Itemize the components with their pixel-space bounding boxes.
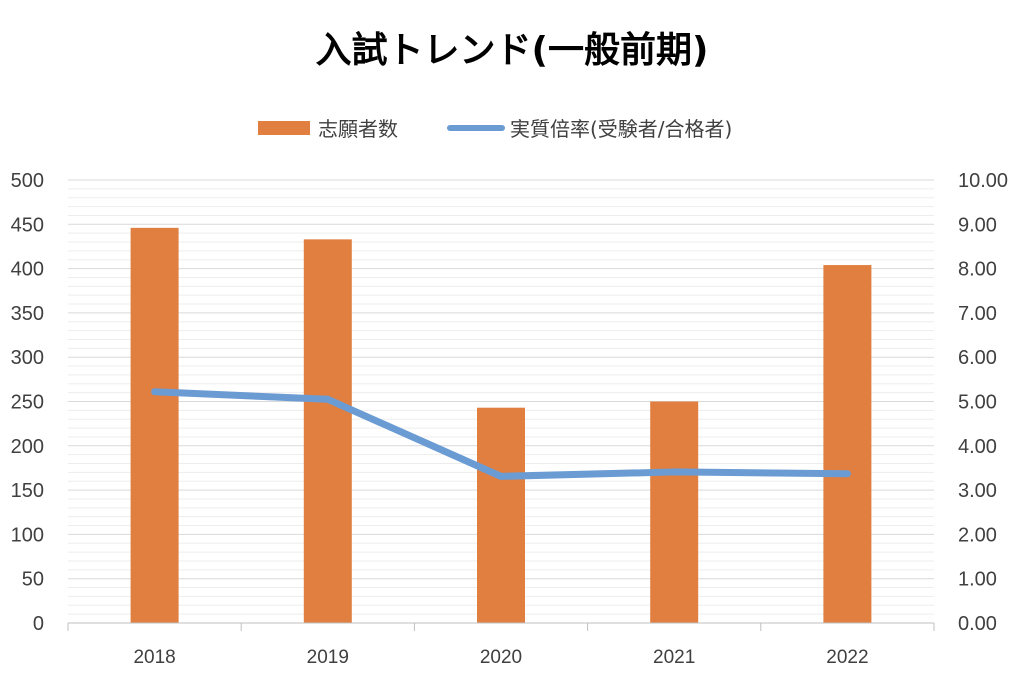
y-right-tick-label: 7.00 <box>958 303 997 325</box>
axes <box>67 622 935 631</box>
bars <box>130 227 872 623</box>
y-right-tick-label: 4.00 <box>958 436 997 458</box>
ratio-line-layer <box>151 388 851 480</box>
y-axis-left-ticks: 0 50 100 150 200 250 300 350 400 450 500 <box>11 170 44 635</box>
y-right-tick-label: 3.00 <box>958 480 997 502</box>
y-left-tick-label: 400 <box>11 259 44 281</box>
y-left-tick-label: 50 <box>22 569 44 591</box>
y-left-tick-label: 200 <box>11 436 44 458</box>
bar-2019 <box>303 239 352 623</box>
x-tick-label: 2019 <box>307 647 349 668</box>
bar-2022 <box>823 265 872 623</box>
y-right-tick-label: 9.00 <box>958 214 997 236</box>
y-right-tick-label: 1.00 <box>958 569 997 591</box>
bar-2021 <box>650 401 699 623</box>
y-left-tick-label: 0 <box>33 613 44 635</box>
chart-title: 入試トレンド(一般前期) <box>316 30 709 71</box>
x-tick-label: 2020 <box>480 647 522 668</box>
legend-swatch-bar <box>258 121 310 135</box>
bar-2018 <box>130 227 179 623</box>
y-left-tick-label: 100 <box>11 524 44 546</box>
y-left-tick-label: 500 <box>11 170 44 192</box>
legend-label-applicants: 志願者数 <box>318 117 398 141</box>
x-axis-ticks: 2018 2019 2020 2021 2022 <box>133 647 868 668</box>
y-right-tick-label: 5.00 <box>958 392 997 414</box>
y-left-tick-label: 350 <box>11 303 44 325</box>
x-tick-label: 2018 <box>133 647 175 668</box>
y-right-tick-label: 6.00 <box>958 347 997 369</box>
y-left-tick-label: 250 <box>11 392 44 414</box>
y-left-tick-label: 450 <box>11 214 44 236</box>
y-left-tick-label: 150 <box>11 480 44 502</box>
y-left-tick-label: 300 <box>11 347 44 369</box>
legend: 志願者数 実質倍率(受験者/合格者) <box>258 117 732 141</box>
legend-label-ratio: 実質倍率(受験者/合格者) <box>510 117 732 141</box>
y-right-tick-label: 0.00 <box>958 613 997 635</box>
bar-2020 <box>477 407 525 623</box>
y-right-tick-label: 8.00 <box>958 259 997 281</box>
x-tick-label: 2022 <box>826 647 868 668</box>
y-axis-right-ticks: 0.00 1.00 2.00 3.00 4.00 5.00 6.00 7.00 8.00 9.00… <box>958 170 1008 635</box>
x-tick-label: 2021 <box>653 647 695 668</box>
y-right-tick-label: 10.00 <box>958 170 1008 192</box>
y-right-tick-label: 2.00 <box>958 524 997 546</box>
